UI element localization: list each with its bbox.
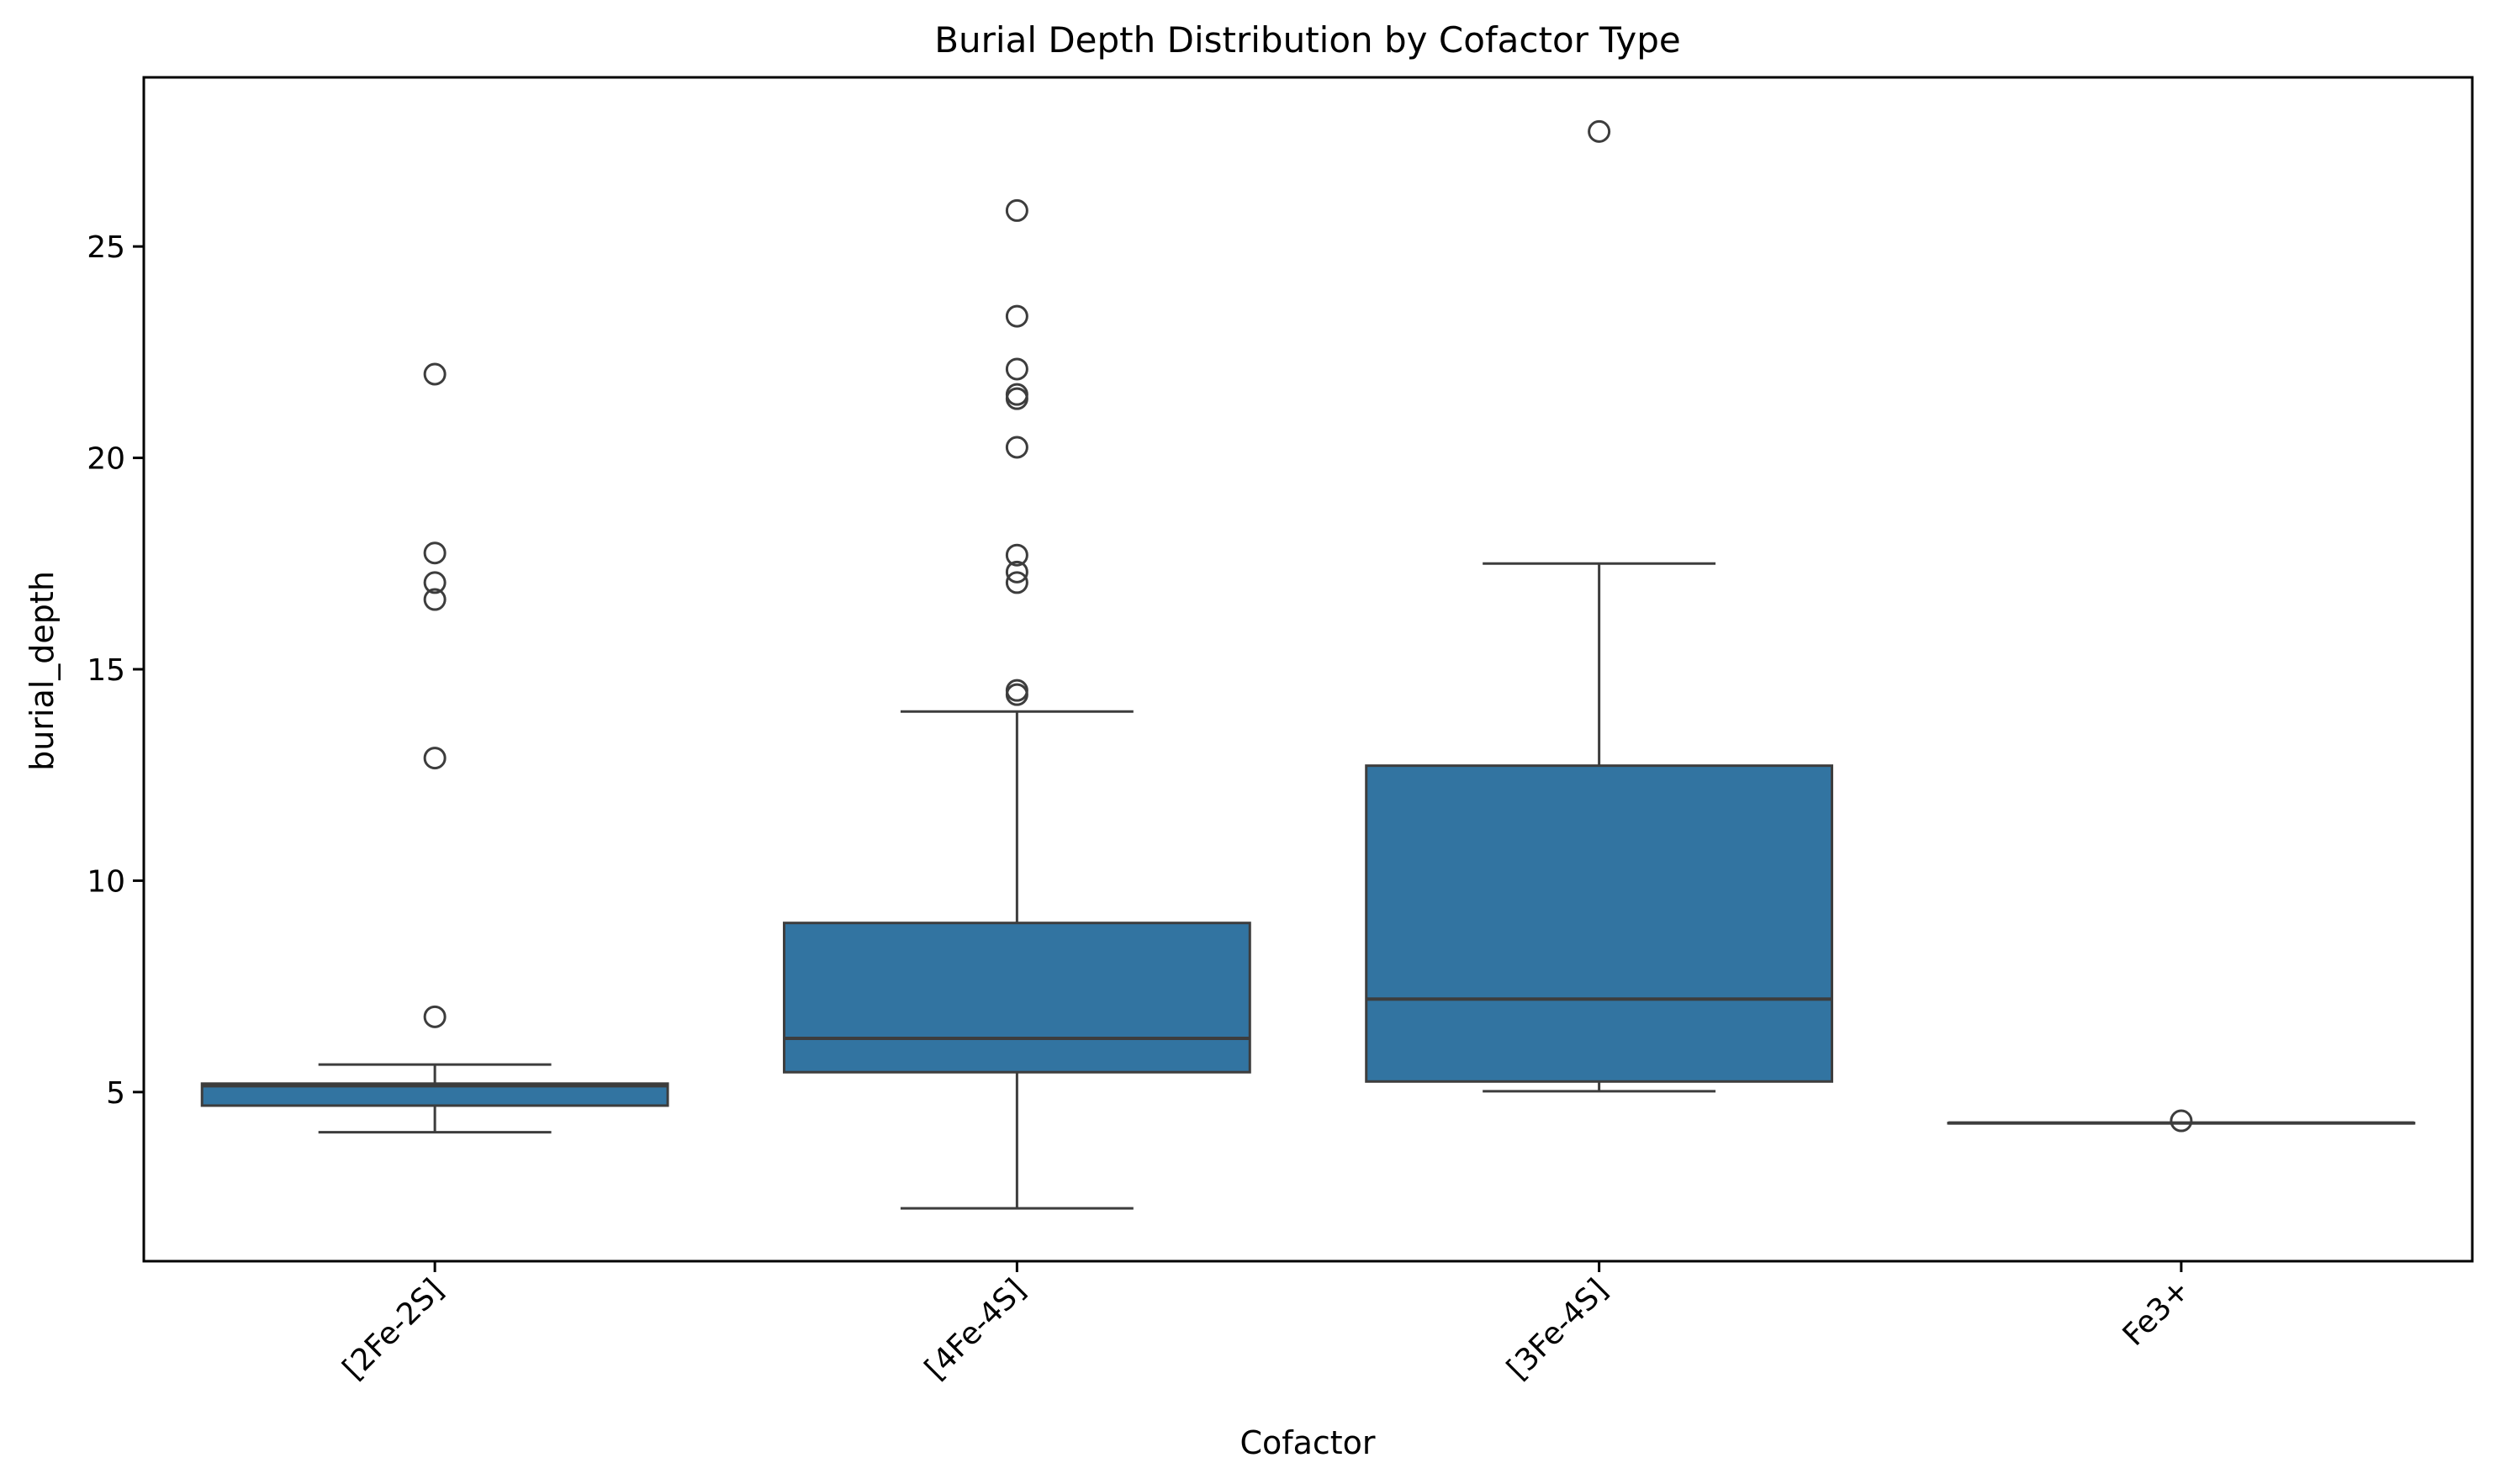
box-group [1947, 1109, 2416, 1133]
outlier-point [423, 541, 447, 565]
outlier-point [1005, 571, 1028, 594]
outlier-point [423, 362, 447, 386]
y-axis: 5 10 15 20 25 [87, 230, 144, 1111]
y-tick-label: 5 [106, 1076, 125, 1111]
box-group [782, 198, 1251, 1210]
y-tick-label: 20 [87, 442, 125, 477]
y-axis-label: burial_depth [24, 571, 61, 771]
chart-title: Burial Depth Distribution by Cofactor Ty… [934, 19, 1681, 61]
iqr-box [1365, 764, 1834, 1083]
box-group [1365, 119, 1834, 1093]
outlier-point [1005, 436, 1028, 459]
outlier-point [423, 747, 447, 770]
outlier-point [423, 571, 447, 594]
outlier-point [1005, 357, 1028, 381]
outlier-point [1005, 198, 1028, 222]
outlier-point [423, 588, 447, 611]
plot-area [200, 119, 2416, 1210]
box-group [200, 362, 669, 1134]
outlier-point [1005, 560, 1028, 584]
iqr-box [782, 922, 1251, 1074]
y-tick-label: 25 [87, 230, 125, 265]
y-tick-label: 15 [87, 653, 125, 688]
outlier-point [2170, 1109, 2193, 1133]
outlier-point [1005, 543, 1028, 567]
outlier-point [1005, 304, 1028, 328]
x-axis-label: Cofactor [1240, 1424, 1375, 1461]
outlier-point [1588, 119, 1611, 143]
y-tick-label: 10 [87, 864, 125, 899]
outlier-point [423, 1005, 447, 1028]
outlier-point [1005, 679, 1028, 702]
outlier-point [1005, 383, 1028, 406]
